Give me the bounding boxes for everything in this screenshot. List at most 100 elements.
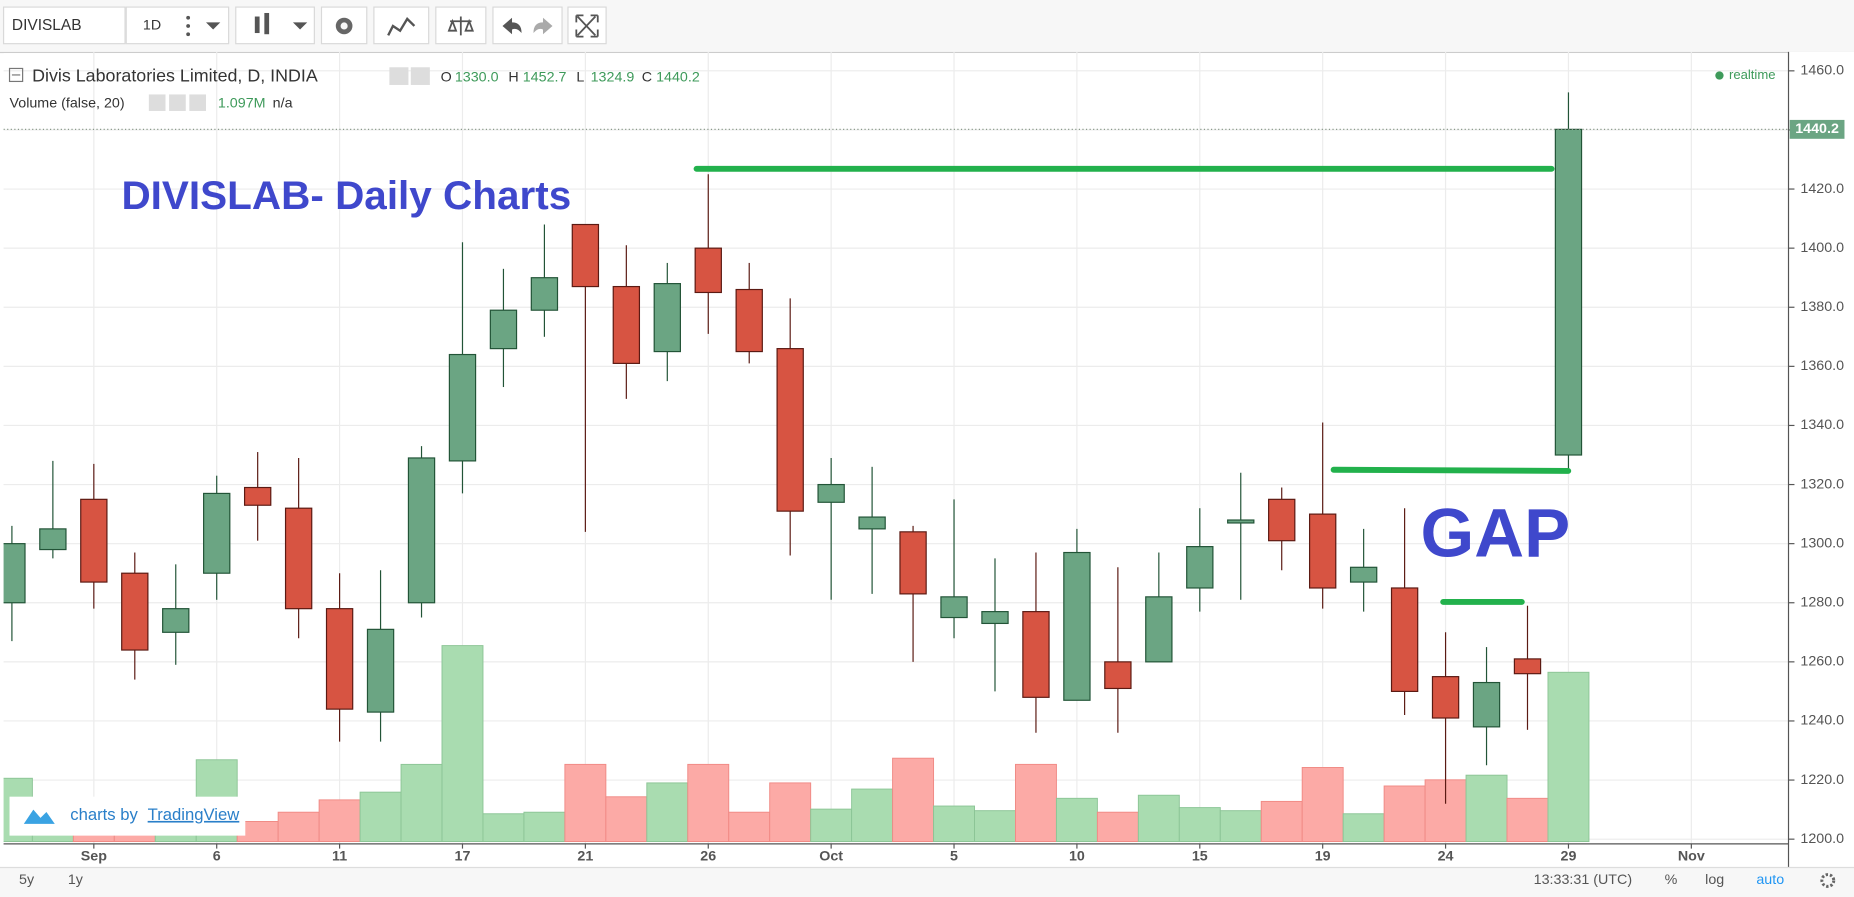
candle-body [3, 543, 26, 604]
candle-body [284, 507, 313, 610]
candle-body [940, 596, 968, 619]
logo-brand[interactable]: TradingView [148, 805, 241, 824]
ohlc-value: 1452.7 [523, 70, 567, 86]
volume-bar [1096, 811, 1139, 842]
candle-body [899, 531, 927, 595]
candle-body [1472, 681, 1501, 728]
volume-bar [318, 799, 361, 842]
volume-bar [441, 645, 484, 842]
candle-body [39, 528, 67, 551]
candle-body [1145, 596, 1173, 663]
candle-body [530, 277, 559, 311]
candle-body [817, 483, 845, 503]
volume-bar [1383, 785, 1426, 842]
x-tick-label: 24 [1438, 849, 1454, 865]
x-tick-label: 21 [577, 849, 593, 865]
y-tick-label: 1400.0 [1800, 240, 1844, 256]
volume-bar [1014, 763, 1057, 842]
volume-bar [810, 808, 853, 842]
ohlc-label: L [576, 70, 584, 86]
ohlc-value: 1440.2 [656, 70, 700, 86]
ohlc-value: 1324.9 [591, 70, 635, 86]
interval[interactable]: 1D [143, 18, 161, 34]
bottom-bar [0, 867, 1854, 897]
clock: 13:33:31 (UTC) [1534, 872, 1632, 888]
y-tick-label: 1300.0 [1800, 535, 1844, 551]
indicators-button[interactable] [373, 6, 430, 45]
header-icons [148, 67, 430, 111]
auto-toggle[interactable]: auto [1756, 872, 1784, 888]
candle-body [735, 288, 763, 353]
ohlc-value: 1330.0 [455, 70, 499, 86]
volume-bar [1260, 800, 1303, 842]
volume-bar [605, 796, 648, 842]
series-title: Divis Laboratories Limited, D, INDIA [32, 65, 318, 85]
candle-body [1554, 128, 1583, 456]
volume-label: Volume (false, 20) [10, 96, 125, 112]
volume-bar [1178, 807, 1221, 842]
candle-body [858, 516, 886, 530]
candle-body [1349, 566, 1378, 583]
candle-body [203, 492, 231, 574]
volume-bar [1506, 797, 1549, 842]
log-toggle[interactable]: log [1705, 872, 1724, 888]
volume-bar [1465, 774, 1508, 842]
volume-bar [1547, 671, 1590, 842]
toolbar-icons [186, 6, 607, 45]
x-tick-label: 29 [1561, 849, 1577, 865]
volume-bar [482, 813, 525, 842]
candle-body [1268, 498, 1296, 542]
volume-bar [523, 811, 566, 842]
x-tick-label: 17 [455, 849, 471, 865]
volume-bar [892, 757, 935, 842]
volume-bar [769, 782, 812, 842]
candle-body [162, 608, 190, 633]
symbol-box[interactable] [2, 6, 126, 45]
candle-body [1063, 551, 1091, 701]
volume-bar [359, 791, 402, 842]
y-tick-label: 1380.0 [1800, 299, 1844, 315]
y-tick-label: 1200.0 [1800, 831, 1844, 847]
candle-body [407, 457, 436, 604]
volume-bar [564, 763, 607, 842]
candle-body [448, 353, 477, 462]
ohlc-label: H [508, 70, 518, 86]
symbol[interactable]: DIVISLAB [12, 17, 82, 34]
last-price-label: 1440.2 [1795, 121, 1839, 137]
annotation-gap: GAP [1421, 495, 1571, 572]
candle-body [243, 486, 272, 506]
range-button[interactable]: 1y [68, 872, 84, 888]
x-tick-label: Nov [1678, 849, 1705, 865]
annotation-title: DIVISLAB- Daily Charts [121, 173, 571, 218]
drawn-lines [693, 165, 1572, 605]
logo-icon [23, 809, 55, 824]
volume-bar [728, 811, 771, 842]
axes: 1200.0 1220.0 1240.0 1260.0 1280.0 1300.0 1320… [81, 63, 1845, 865]
candle-body [1431, 676, 1460, 719]
volume-bar [974, 810, 1016, 842]
candle-body [981, 611, 1009, 625]
x-tick-label: 15 [1192, 849, 1208, 865]
candle-body [1227, 519, 1255, 524]
candle-body [1308, 513, 1337, 589]
range-button[interactable]: 5y [19, 872, 35, 888]
y-tick-label: 1340.0 [1800, 417, 1844, 433]
y-tick-label: 1460.0 [1800, 63, 1844, 79]
volume-pane [3, 645, 1590, 842]
y-tick-label: 1320.0 [1800, 476, 1844, 492]
collapse-icon[interactable] [8, 67, 24, 83]
percent-toggle[interactable]: % [1665, 872, 1678, 888]
y-tick-label: 1220.0 [1800, 772, 1844, 788]
logo-prefix: charts by [70, 805, 138, 824]
settings-icon[interactable] [1820, 873, 1836, 888]
volume-bar [277, 811, 320, 842]
candle-body [694, 247, 722, 294]
candle-body [325, 608, 354, 710]
x-tick-label: 11 [332, 849, 347, 865]
toolbar-border [0, 51, 1854, 54]
volume-extra: n/a [273, 96, 293, 112]
candle-body [776, 348, 804, 512]
